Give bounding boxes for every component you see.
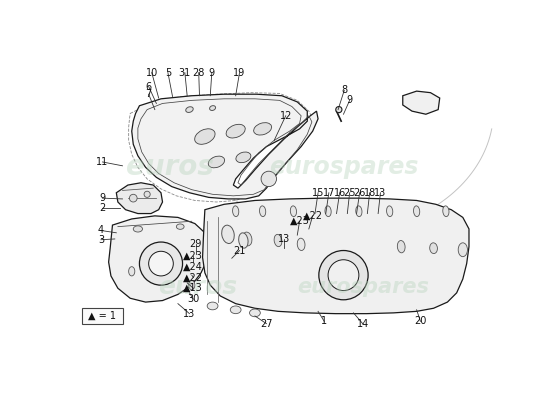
Ellipse shape <box>387 206 393 217</box>
Ellipse shape <box>443 206 449 217</box>
Ellipse shape <box>236 152 251 163</box>
Ellipse shape <box>356 206 362 217</box>
Text: 16: 16 <box>333 188 346 198</box>
Text: 13: 13 <box>375 188 387 198</box>
Circle shape <box>129 194 137 202</box>
Ellipse shape <box>207 302 218 310</box>
Text: 13: 13 <box>183 309 196 319</box>
Polygon shape <box>117 183 163 214</box>
Circle shape <box>328 260 359 290</box>
Text: 25: 25 <box>343 188 356 198</box>
Ellipse shape <box>430 243 437 254</box>
Text: 31: 31 <box>179 68 191 78</box>
Ellipse shape <box>397 240 405 253</box>
Text: ▲13: ▲13 <box>184 283 203 293</box>
Ellipse shape <box>239 233 248 248</box>
Text: 4: 4 <box>98 226 104 236</box>
Text: ▲ = 1: ▲ = 1 <box>89 311 117 321</box>
Text: 6: 6 <box>146 82 152 92</box>
Text: 18: 18 <box>364 188 376 198</box>
Circle shape <box>144 191 150 197</box>
Ellipse shape <box>297 238 305 250</box>
Text: 14: 14 <box>356 319 369 329</box>
Polygon shape <box>403 91 440 114</box>
Text: 29: 29 <box>189 239 202 249</box>
Polygon shape <box>109 216 209 302</box>
Ellipse shape <box>254 123 272 135</box>
Text: 11: 11 <box>96 157 108 167</box>
Text: ▲24: ▲24 <box>183 262 204 272</box>
Text: 1: 1 <box>321 316 327 326</box>
Ellipse shape <box>233 206 239 217</box>
Circle shape <box>336 106 342 113</box>
Text: 8: 8 <box>341 85 347 95</box>
Text: 28: 28 <box>192 68 205 78</box>
Ellipse shape <box>186 107 193 112</box>
Ellipse shape <box>195 129 215 144</box>
Text: ▲22: ▲22 <box>183 272 204 282</box>
Text: euros: euros <box>158 275 236 299</box>
Text: 26: 26 <box>354 188 366 198</box>
Text: 5: 5 <box>165 68 171 78</box>
Ellipse shape <box>210 106 216 110</box>
Text: euros: euros <box>126 153 214 181</box>
Ellipse shape <box>226 124 245 138</box>
Polygon shape <box>202 198 469 314</box>
Ellipse shape <box>274 234 282 247</box>
Ellipse shape <box>414 206 420 217</box>
Circle shape <box>319 250 368 300</box>
Ellipse shape <box>189 280 195 290</box>
Ellipse shape <box>230 306 241 314</box>
Text: 17: 17 <box>323 188 335 198</box>
Text: 30: 30 <box>187 294 200 304</box>
Circle shape <box>261 171 277 186</box>
Ellipse shape <box>260 206 266 217</box>
FancyBboxPatch shape <box>82 308 123 324</box>
Text: 3: 3 <box>98 235 104 245</box>
Text: 12: 12 <box>279 111 292 121</box>
Text: 9: 9 <box>209 68 215 78</box>
Ellipse shape <box>133 226 142 232</box>
Ellipse shape <box>129 267 135 276</box>
Ellipse shape <box>250 309 260 317</box>
Text: 2: 2 <box>100 203 106 213</box>
Text: ▲23: ▲23 <box>290 216 310 226</box>
Text: 15: 15 <box>312 188 324 198</box>
Text: 9: 9 <box>100 193 106 203</box>
Text: 20: 20 <box>414 316 427 326</box>
Ellipse shape <box>325 206 331 217</box>
Text: 19: 19 <box>233 68 246 78</box>
Circle shape <box>148 251 173 276</box>
Text: 13: 13 <box>278 234 290 244</box>
Text: 21: 21 <box>233 246 246 256</box>
Ellipse shape <box>243 232 252 246</box>
Ellipse shape <box>290 206 296 217</box>
Ellipse shape <box>222 225 234 244</box>
Text: eurospares: eurospares <box>269 155 418 179</box>
Ellipse shape <box>208 156 224 168</box>
Text: 10: 10 <box>146 68 158 78</box>
Text: 27: 27 <box>260 319 273 329</box>
Polygon shape <box>132 94 318 199</box>
Text: 9: 9 <box>346 95 353 105</box>
Circle shape <box>140 242 183 285</box>
Text: eurospares: eurospares <box>297 277 428 297</box>
Text: ▲22: ▲22 <box>302 211 323 221</box>
Ellipse shape <box>458 243 468 257</box>
Text: 7: 7 <box>146 89 152 99</box>
Text: ▲23: ▲23 <box>183 251 204 261</box>
Ellipse shape <box>177 224 184 229</box>
